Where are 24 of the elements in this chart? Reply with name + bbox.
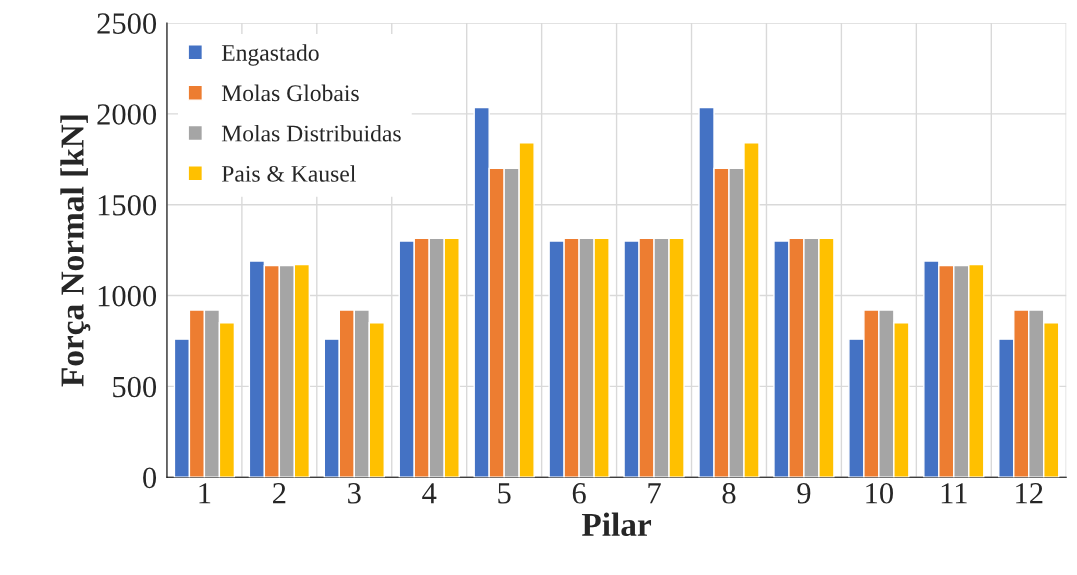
x-tick-label: 3 [348, 483, 361, 504]
x-tick-label: 8 [722, 482, 736, 504]
legend-label: Molas Globais [221, 84, 359, 102]
x-tick-label: 6 [572, 483, 586, 504]
y-tick-label: 1000 [98, 285, 157, 307]
y-axis-title: Força Normal [kN] [60, 115, 91, 387]
x-tick-label: 1 [199, 483, 211, 504]
x-tick-label: 2 [273, 483, 286, 504]
y-tick-label: 1500 [98, 194, 157, 216]
y-tick-label: 2000 [97, 104, 157, 125]
x-tick-label: 5 [498, 483, 511, 504]
x-tick-label: 9 [797, 483, 811, 504]
legend-label: Molas Distribuidas [221, 124, 401, 142]
x-tick-label: 7 [648, 483, 661, 504]
legend-label: Engastado [221, 44, 319, 66]
x-tick-label: 4 [422, 483, 437, 504]
y-tick-label: 0 [143, 467, 157, 489]
x-tick-label: 11 [941, 483, 967, 504]
x-tick-label: 12 [1016, 483, 1043, 504]
x-axis-title: Pilar [581, 512, 652, 537]
x-tick-label: 10 [866, 482, 893, 504]
y-tick-label: 2500 [97, 13, 157, 34]
legend-label: Pais & Kausel [221, 165, 356, 182]
y-tick-label: 500 [113, 376, 157, 398]
